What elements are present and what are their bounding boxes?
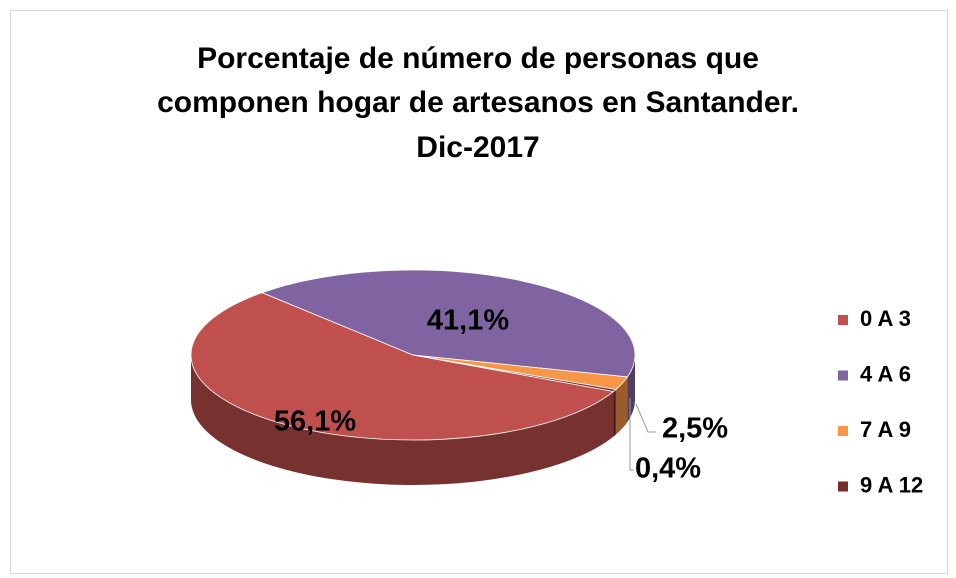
legend-label: 0 A 3	[860, 306, 911, 331]
chart-title: Dic-2017	[416, 131, 539, 164]
pie-slice	[190, 292, 615, 441]
legend-swatch	[838, 315, 848, 325]
data-label: 41,1%	[427, 305, 509, 337]
chart-title: componen hogar de artesanos en Santander…	[157, 86, 799, 119]
pie-side	[627, 355, 635, 422]
chart-title: Porcentaje de número de personas que	[197, 42, 759, 75]
legend-label: 9 A 12	[860, 472, 923, 497]
pie-slice	[260, 269, 636, 378]
pie-side	[191, 355, 614, 485]
leader-line	[629, 398, 634, 471]
leader-line	[635, 403, 656, 433]
pie-side	[615, 376, 628, 435]
data-label: 56,1%	[274, 406, 356, 438]
legend-label: 4 A 6	[860, 361, 911, 386]
legend-swatch	[838, 426, 848, 436]
legend-swatch	[838, 370, 848, 381]
pie-side	[613, 389, 616, 437]
data-label: 0,4%	[635, 453, 701, 485]
legend-label: 7 A 9	[860, 417, 911, 442]
data-label: 2,5%	[662, 413, 728, 445]
legend-swatch	[838, 481, 848, 492]
pie-slice	[412, 354, 617, 392]
